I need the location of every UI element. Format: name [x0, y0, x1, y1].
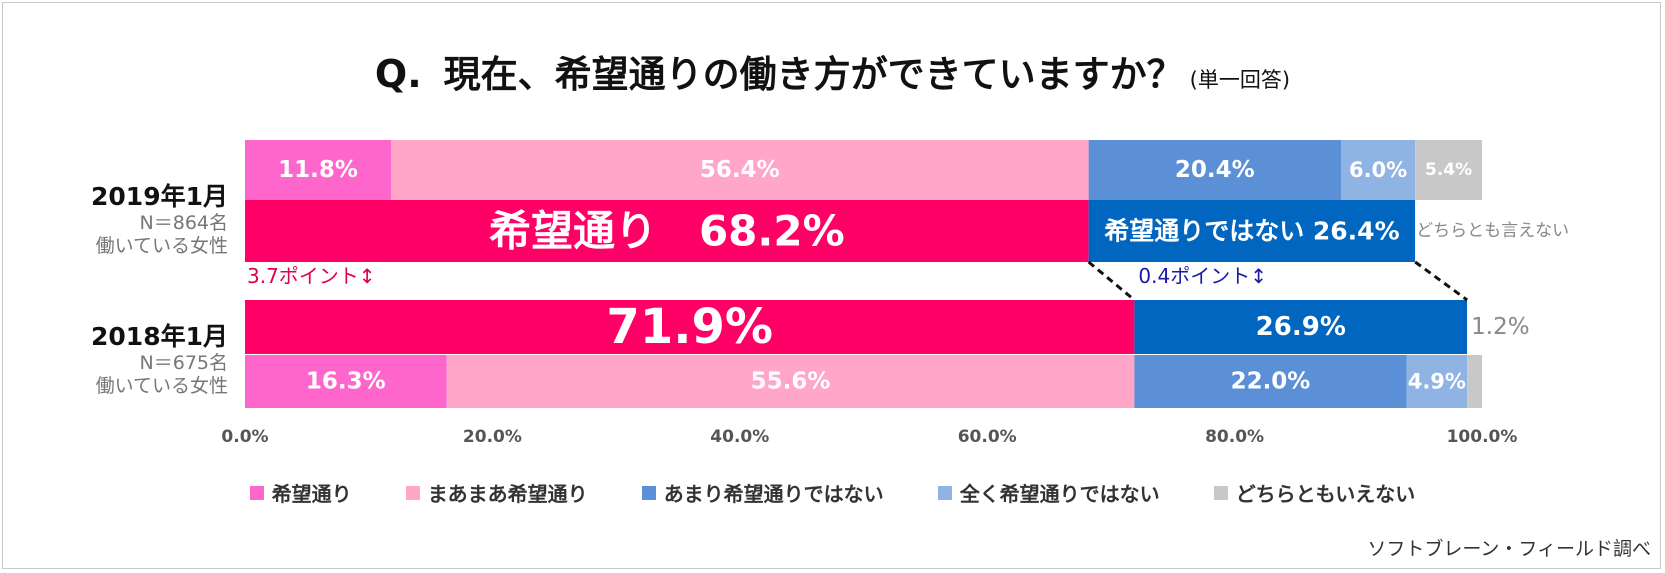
diff-annotation-right: 0.4ポイント↕	[1138, 264, 1267, 288]
x-tick-label-4: 80.0%	[1205, 427, 1264, 447]
summary-label-1-1: 26.9%	[1256, 312, 1346, 342]
connector-line-left	[1087, 260, 1136, 302]
detail-label-0-4: 5.4%	[1425, 160, 1472, 180]
legend-swatch-0	[249, 485, 264, 500]
connector-line-right	[1414, 260, 1469, 302]
row-label-1: 2018年1月	[91, 322, 228, 351]
stacked-bar-chart: 11.8% 56.4% 20.4% 6.0% 5.4% 希望通り 68.2% 希望通りではな…	[91, 140, 1569, 447]
legend-item-0: 希望通り	[249, 478, 352, 507]
summary-bar-1-0	[245, 300, 1135, 354]
summary-label-0-0: 希望通り 68.2%	[489, 207, 845, 256]
x-tick-label-3: 60.0%	[958, 427, 1017, 447]
detail-bar-0-1	[390, 140, 1089, 200]
detail-label-1-3: 4.9%	[1408, 370, 1466, 394]
legend-label-0: 希望通り	[271, 482, 352, 506]
legend-item-2: あまり希望通りではない	[641, 478, 884, 507]
detail-label-1-1: 55.6%	[751, 369, 831, 395]
detail-bar-0-4	[1415, 140, 1482, 200]
detail-bar-1-3	[1406, 355, 1468, 408]
row-label-0: 2019年1月	[91, 182, 228, 211]
detail-bar-1-1	[446, 355, 1135, 408]
legend-swatch-2	[641, 485, 656, 500]
summary-bar-0-2	[1415, 200, 1482, 262]
detail-bar-0-0	[245, 140, 391, 200]
detail-bar-1-2	[1134, 355, 1407, 408]
detail-bar-1-0	[245, 355, 447, 408]
summary-bar-0-0	[245, 200, 1089, 262]
diff-annotation-left: 3.7ポイント↕	[247, 264, 376, 288]
title-main: 現在、希望通りの働き方ができていますか？	[443, 53, 1184, 96]
summary-bar-0-1	[1088, 200, 1416, 262]
legend-swatch-3	[937, 485, 952, 500]
source-note: ソフトブレーン・フィールド調べ	[1367, 538, 1651, 560]
row-group-0: 働いている女性	[96, 235, 228, 257]
x-tick-label-5: 100.0%	[1447, 427, 1518, 447]
legend-swatch-4	[1213, 485, 1228, 500]
title-q: Q.	[374, 52, 422, 96]
legend-item-3: 全く希望通りではない	[937, 478, 1160, 507]
x-tick-label-0: 0.0%	[221, 427, 268, 447]
legend-item-4: どちらともいえない	[1213, 478, 1416, 507]
detail-label-0-3: 6.0%	[1349, 158, 1407, 182]
legend-label-4: どちらともいえない	[1235, 482, 1416, 506]
legend-label-3: 全く希望通りではない	[959, 482, 1160, 506]
legend: 希望通り まあまあ希望通り あまり希望通りではない 全く希望通りではない どちらともいえ…	[0, 478, 1665, 507]
chart-title: Q. 現在、希望通りの働き方ができていますか？ (単一回答)	[0, 44, 1665, 98]
summary-label-0-2: どちらとも言えない	[1416, 221, 1569, 241]
legend-label-1: まあまあ希望通り	[427, 482, 588, 506]
summary-bar-1-1	[1134, 300, 1468, 354]
detail-label-0-2: 20.4%	[1175, 157, 1255, 183]
detail-bar-0-3	[1340, 140, 1416, 200]
summary-bar-1-2	[1467, 300, 1482, 354]
summary-label-1-0: 71.9%	[606, 299, 773, 355]
x-tick-label-1: 20.0%	[463, 427, 522, 447]
row-group-1: 働いている女性	[96, 375, 228, 397]
title-sub: (単一回答)	[1189, 68, 1291, 92]
row-n-1: N＝675名	[140, 352, 228, 374]
detail-label-1-2: 22.0%	[1231, 369, 1311, 395]
detail-bar-0-2	[1088, 140, 1341, 200]
x-tick-label-2: 40.0%	[710, 427, 769, 447]
legend-label-2: あまり希望通りではない	[663, 482, 884, 506]
row-n-0: N＝864名	[140, 212, 228, 234]
detail-label-0-1: 56.4%	[700, 157, 780, 183]
summary-label-1-2: 1.2%	[1471, 314, 1529, 340]
legend-swatch-1	[405, 485, 420, 500]
detail-bar-1-4	[1467, 355, 1482, 408]
detail-label-1-0: 16.3%	[306, 369, 386, 395]
summary-label-0-1: 希望通りではない 26.4%	[1104, 217, 1399, 246]
detail-label-0-0: 11.8%	[278, 157, 358, 183]
legend-item-1: まあまあ希望通り	[405, 478, 588, 507]
